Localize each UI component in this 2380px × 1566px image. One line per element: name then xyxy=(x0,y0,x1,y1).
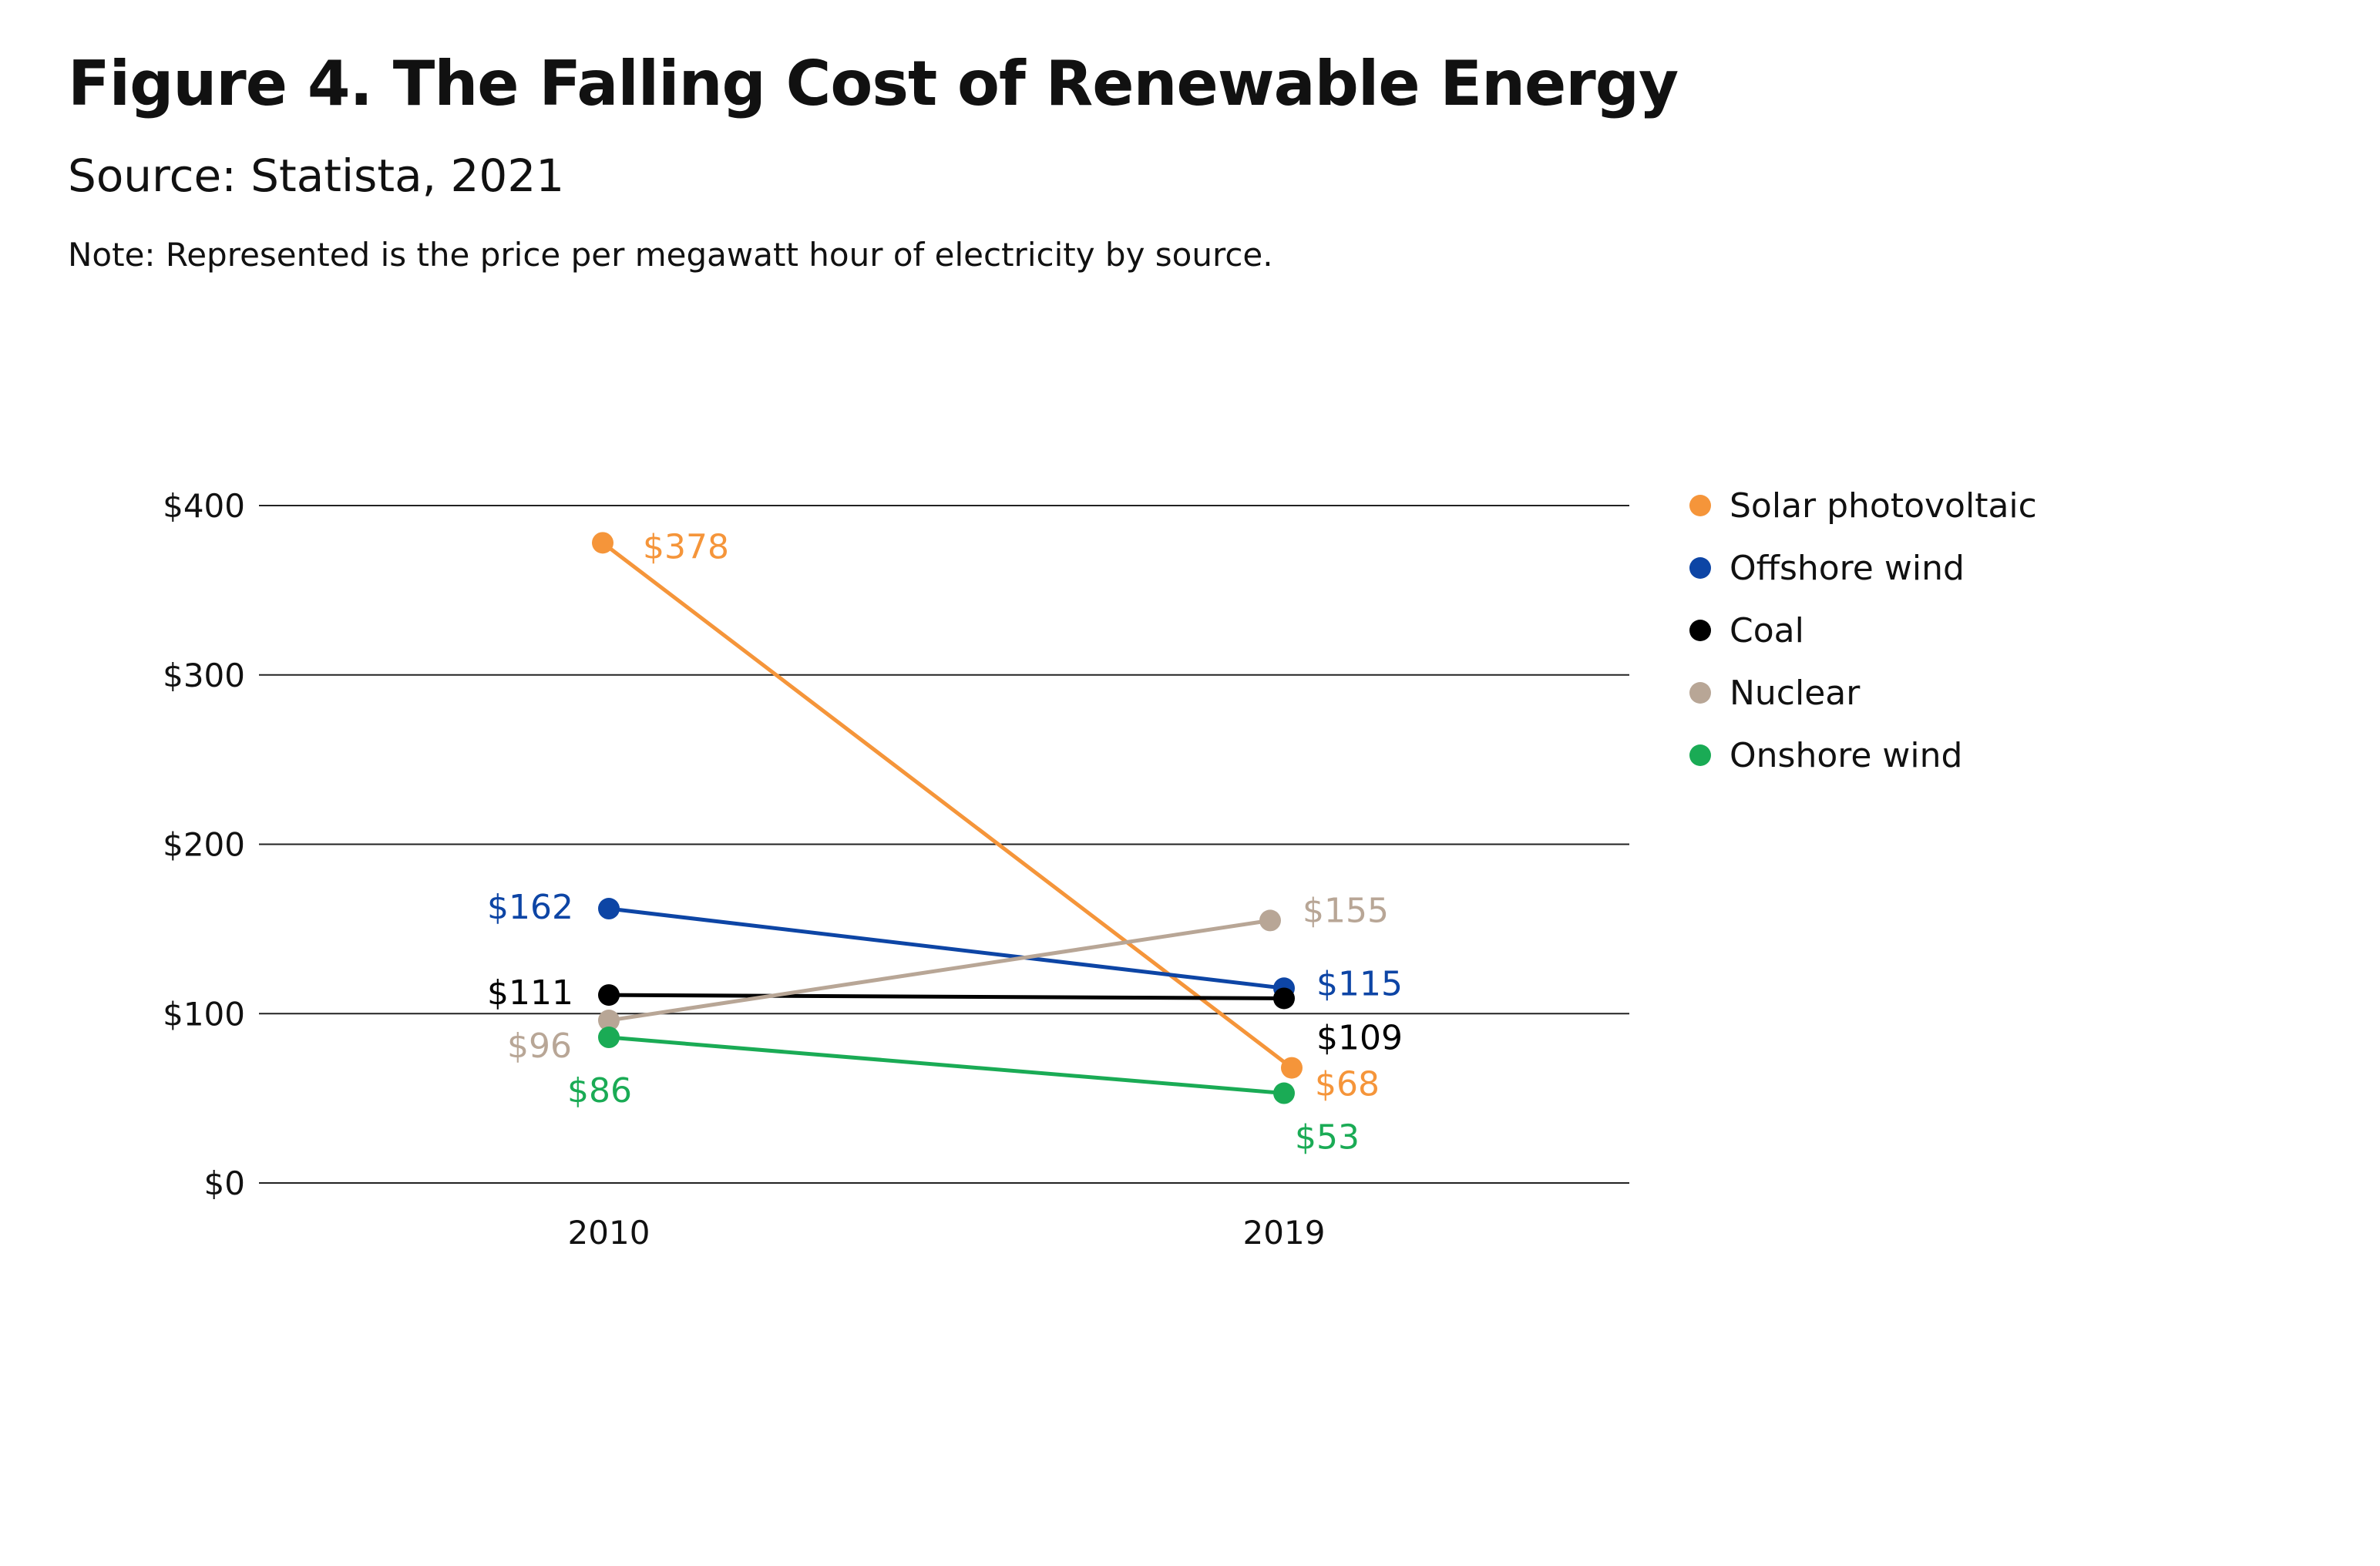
data-point-solar-photovoltaic xyxy=(1281,1057,1303,1079)
series-line-onshore-wind xyxy=(608,1035,1285,1096)
y-tick-label: $400 xyxy=(163,487,245,525)
series-line-solar-photovoltaic xyxy=(601,541,1293,1070)
legend-swatch xyxy=(1689,557,1711,579)
y-tick-label: $300 xyxy=(163,657,245,694)
data-label: $111 xyxy=(487,973,573,1013)
gridlines xyxy=(259,505,1629,1184)
data-label: $115 xyxy=(1316,964,1403,1003)
legend-label: Solar photovoltaic xyxy=(1730,486,2037,526)
chart-note: Note: Represented is the price per megaw… xyxy=(68,236,1273,274)
data-label: $155 xyxy=(1303,891,1389,930)
data-label: $86 xyxy=(567,1071,632,1111)
legend-swatch xyxy=(1689,744,1711,766)
x-axis-ticks: 2010 2019 xyxy=(568,1214,1326,1252)
data-label: $162 xyxy=(487,888,573,927)
data-point-solar-photovoltaic xyxy=(592,532,613,554)
data-label: $109 xyxy=(1316,1018,1403,1057)
chart-title: Figure 4. The Falling Cost of Renewable … xyxy=(68,48,1679,119)
legend-label: Onshore wind xyxy=(1730,736,1962,775)
series-line-nuclear xyxy=(608,918,1271,1023)
data-point-nuclear xyxy=(598,1010,620,1032)
series-line-coal xyxy=(608,993,1285,1000)
x-tick-label: 2010 xyxy=(568,1214,650,1252)
data-point-coal xyxy=(598,984,620,1006)
data-point-coal xyxy=(1273,987,1295,1010)
data-label: $378 xyxy=(643,527,729,566)
legend-label: Coal xyxy=(1730,611,1804,650)
data-label: $53 xyxy=(1295,1118,1360,1158)
y-tick-label: $0 xyxy=(204,1164,245,1202)
data-point-offshore-wind xyxy=(598,898,620,920)
y-tick-label: $200 xyxy=(163,826,245,864)
series-line-offshore-wind xyxy=(608,906,1285,990)
data-label: $68 xyxy=(1315,1065,1380,1104)
data-label: $96 xyxy=(507,1027,572,1066)
data-point-onshore-wind xyxy=(598,1027,620,1049)
y-axis-ticks: $0 $100 $200 $300 $400 xyxy=(163,487,245,1202)
legend-swatch xyxy=(1689,682,1711,704)
data-point-nuclear xyxy=(1259,909,1281,932)
y-tick-label: $100 xyxy=(163,995,245,1033)
data-point-onshore-wind xyxy=(1273,1082,1295,1104)
x-tick-label: 2019 xyxy=(1243,1214,1326,1252)
legend-label: Nuclear xyxy=(1730,674,1861,713)
chart-source: Source: Statista, 2021 xyxy=(68,150,565,202)
legend-swatch xyxy=(1689,620,1711,641)
series-lines xyxy=(592,532,1303,1104)
data-labels: $378 $68 $162 $115 $111 $109 $96 $155 $86 $53 xyxy=(487,527,1403,1157)
legend: Solar photovoltaic Offshore wind Coal Nucle… xyxy=(1689,486,2037,775)
legend-swatch xyxy=(1689,495,1711,516)
legend-label: Offshore wind xyxy=(1730,549,1965,588)
